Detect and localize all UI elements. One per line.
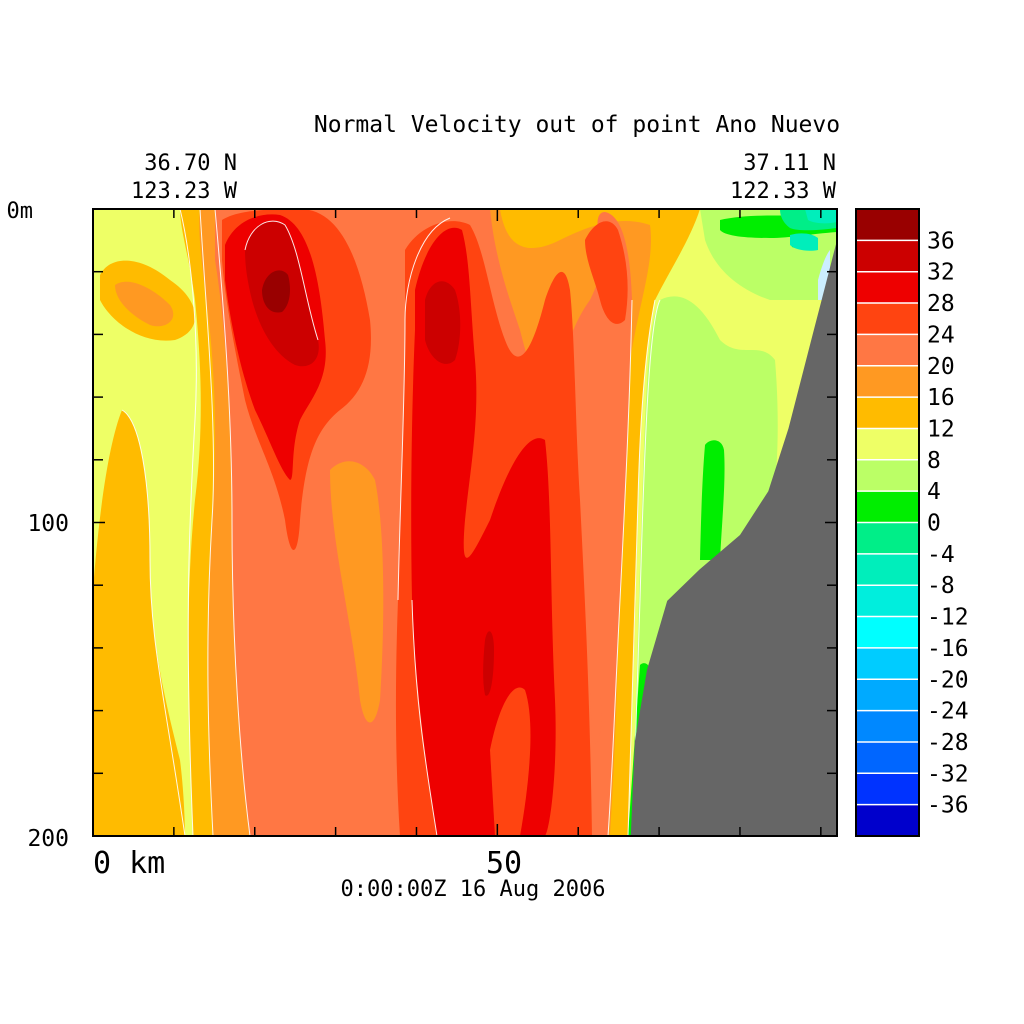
chart-title: Normal Velocity out of point Ano Nuevo xyxy=(314,112,840,138)
colorbar xyxy=(856,209,919,837)
contour-band-4-streak xyxy=(700,440,725,560)
contour-band-20-inner xyxy=(330,461,384,723)
contour-band-16-left xyxy=(93,410,185,836)
colorbar-swatch xyxy=(856,773,919,806)
colorbar-label: -12 xyxy=(927,605,969,631)
contour-line xyxy=(397,217,451,601)
colorbar-label: -20 xyxy=(927,667,969,693)
colorbar-label: 4 xyxy=(927,479,941,505)
axis-ticks xyxy=(92,208,837,837)
colorbar-swatch xyxy=(856,647,919,680)
start-latitude: 36.70 N xyxy=(144,151,237,176)
x-tick-label-0: 0 km xyxy=(93,846,165,881)
colorbar-label: -28 xyxy=(927,730,969,756)
start-longitude: 123.23 W xyxy=(131,179,238,204)
colorbar-label: 36 xyxy=(927,228,955,254)
contour-band-32-center xyxy=(411,227,556,836)
colorbar-label: 20 xyxy=(927,354,955,380)
colorbar-swatch xyxy=(856,491,919,523)
colorbar-label: 0 xyxy=(927,511,941,537)
colorbar-swatch xyxy=(856,710,919,743)
y-tick-label-0: 0m xyxy=(7,199,34,224)
colorbar-label: 16 xyxy=(927,385,955,411)
end-latitude: 37.11 N xyxy=(743,151,836,176)
colorbar-swatch xyxy=(856,428,919,461)
colorbar-label: -8 xyxy=(927,573,955,599)
colorbar-swatch xyxy=(856,365,919,398)
colorbar-label: -24 xyxy=(927,699,969,725)
colorbar-swatch xyxy=(856,553,919,586)
colorbar-label: 32 xyxy=(927,260,955,286)
contour-line xyxy=(411,599,438,836)
colorbar-swatch xyxy=(856,459,919,492)
timestamp-label: 0:00:00Z 16 Aug 2006 xyxy=(341,877,606,902)
colorbar-label: -36 xyxy=(927,793,969,819)
contour-band-40-core xyxy=(262,270,290,313)
colorbar-swatch xyxy=(856,209,919,241)
colorbar-swatch xyxy=(856,804,919,837)
end-longitude: 122.33 W xyxy=(730,179,837,204)
contour-line xyxy=(244,220,319,341)
colorbar-label: 8 xyxy=(927,448,941,474)
x-tick-label-50: 50 xyxy=(486,846,522,881)
colorbar-swatch xyxy=(856,741,919,774)
colorbar-swatch xyxy=(856,679,919,712)
contour-band-36-thin xyxy=(483,631,494,696)
contour-band-24-lower xyxy=(590,686,602,744)
velocity-field xyxy=(93,209,837,836)
contour-line xyxy=(179,209,197,836)
colorbar-label: -16 xyxy=(927,636,969,662)
colorbar-label: 12 xyxy=(927,416,955,442)
colorbar-swatch xyxy=(856,303,919,335)
colorbar-labels: 36 32 28 24 20 16 12 8 4 0 -4 -8 -12 -16 -20 -24 -28 -32 -… xyxy=(927,228,969,818)
colorbar-swatch xyxy=(856,271,919,304)
colorbar-swatch xyxy=(856,522,919,555)
colorbar-label: -32 xyxy=(927,761,969,787)
contour-band-20-west-blob xyxy=(115,281,174,327)
contour-line xyxy=(607,299,633,836)
colorbar-swatch xyxy=(856,397,919,429)
contour-line xyxy=(214,209,251,836)
seafloor-land-mask xyxy=(630,240,837,836)
contour-band-28-lower xyxy=(490,687,531,836)
colorbar-label: 24 xyxy=(927,322,955,348)
y-tick-label-100: 100 xyxy=(27,511,69,537)
colorbar-label: -4 xyxy=(927,542,955,568)
colorbar-swatch xyxy=(856,616,919,649)
contour-band-0-corner xyxy=(790,233,818,251)
contour-line xyxy=(199,209,215,836)
colorbar-swatch xyxy=(856,334,919,367)
contour-band-36-center xyxy=(425,281,461,364)
colorbar-frame xyxy=(855,208,920,837)
contour-line xyxy=(121,409,186,836)
colorbar-swatch xyxy=(856,585,919,618)
y-tick-label-200: 200 xyxy=(27,826,69,852)
colorbar-label: 28 xyxy=(927,291,955,317)
contour-band-28-east xyxy=(585,221,628,324)
contour-line xyxy=(627,299,656,836)
colorbar-swatch xyxy=(856,240,919,273)
